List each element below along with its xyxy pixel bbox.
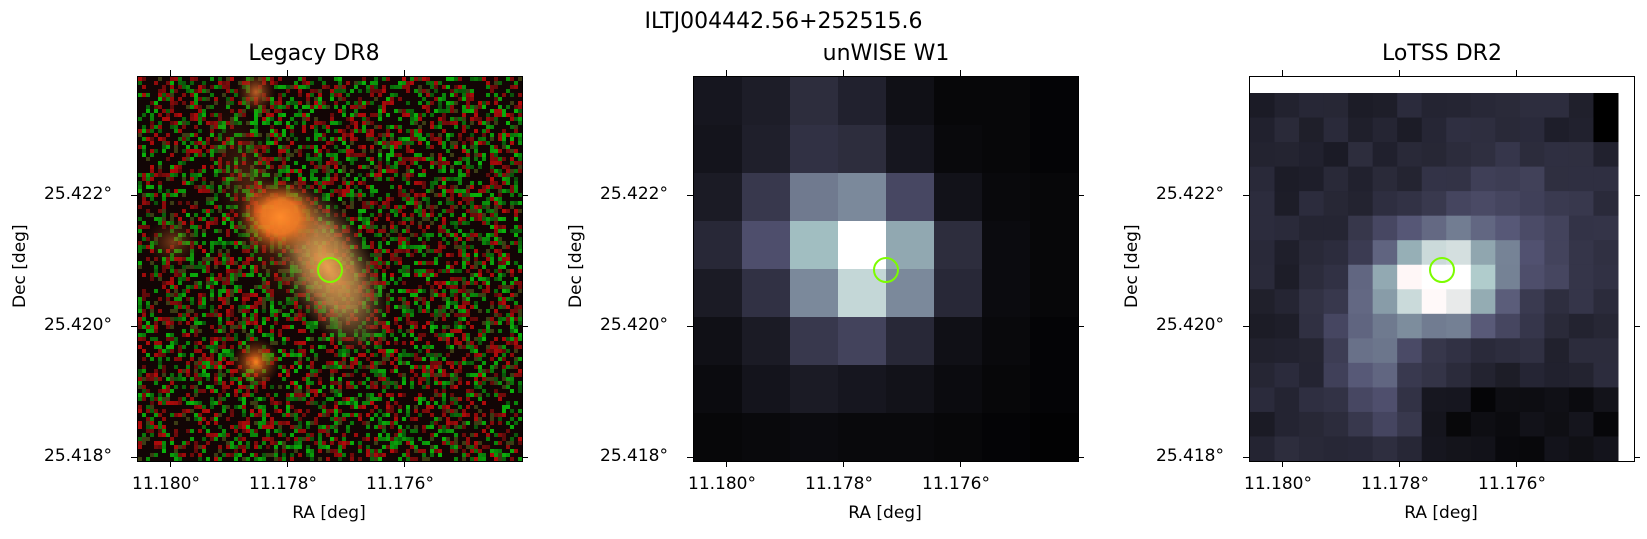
unwise-xtick-label: 11.178° [805,474,873,494]
legacy-image [138,77,522,461]
lotss-image-axes [1249,76,1635,462]
unwise-target-marker [873,257,899,283]
legacy-image-axes [137,76,523,462]
lotss-target-marker [1429,257,1455,283]
figure-suptitle: ILTJ004442.56+252515.6 [644,9,923,34]
unwise-xtick-label: 11.180° [688,474,756,494]
legacy-xtick-label: 11.180° [132,474,200,494]
lotss-xtick-label: 11.178° [1361,474,1429,494]
lotss-ytick-label: 25.422° [1156,184,1224,204]
legacy-ylabel: Dec [deg] [10,224,30,308]
lotss-ytick-label: 25.418° [1156,446,1224,466]
lotss-xtick-label: 11.180° [1244,474,1312,494]
unwise-image [694,77,1078,461]
legacy-xlabel: RA [deg] [292,503,366,523]
unwise-image-axes [693,76,1079,462]
lotss-xtick-label: 11.176° [1478,474,1546,494]
panel-title-unwise: unWISE W1 [822,41,950,66]
unwise-ytick-label: 25.422° [600,184,668,204]
unwise-xtick-label: 11.176° [922,474,990,494]
unwise-xlabel: RA [deg] [848,503,922,523]
lotss-image [1250,77,1634,461]
legacy-ytick-label: 25.422° [44,184,112,204]
legacy-target-marker [317,257,343,283]
panel-title-legacy: Legacy DR8 [248,41,380,66]
lotss-xlabel: RA [deg] [1404,503,1478,523]
lotss-ylabel: Dec [deg] [1122,224,1142,308]
unwise-ylabel: Dec [deg] [566,224,586,308]
lotss-ytick-label: 25.420° [1156,315,1224,335]
unwise-ytick-label: 25.420° [600,315,668,335]
legacy-ytick-label: 25.420° [44,315,112,335]
panel-title-lotss: LoTSS DR2 [1382,41,1502,66]
unwise-ytick-label: 25.418° [600,446,668,466]
legacy-xtick-label: 11.176° [366,474,434,494]
legacy-ytick-label: 25.418° [44,446,112,466]
legacy-xtick-label: 11.178° [249,474,317,494]
